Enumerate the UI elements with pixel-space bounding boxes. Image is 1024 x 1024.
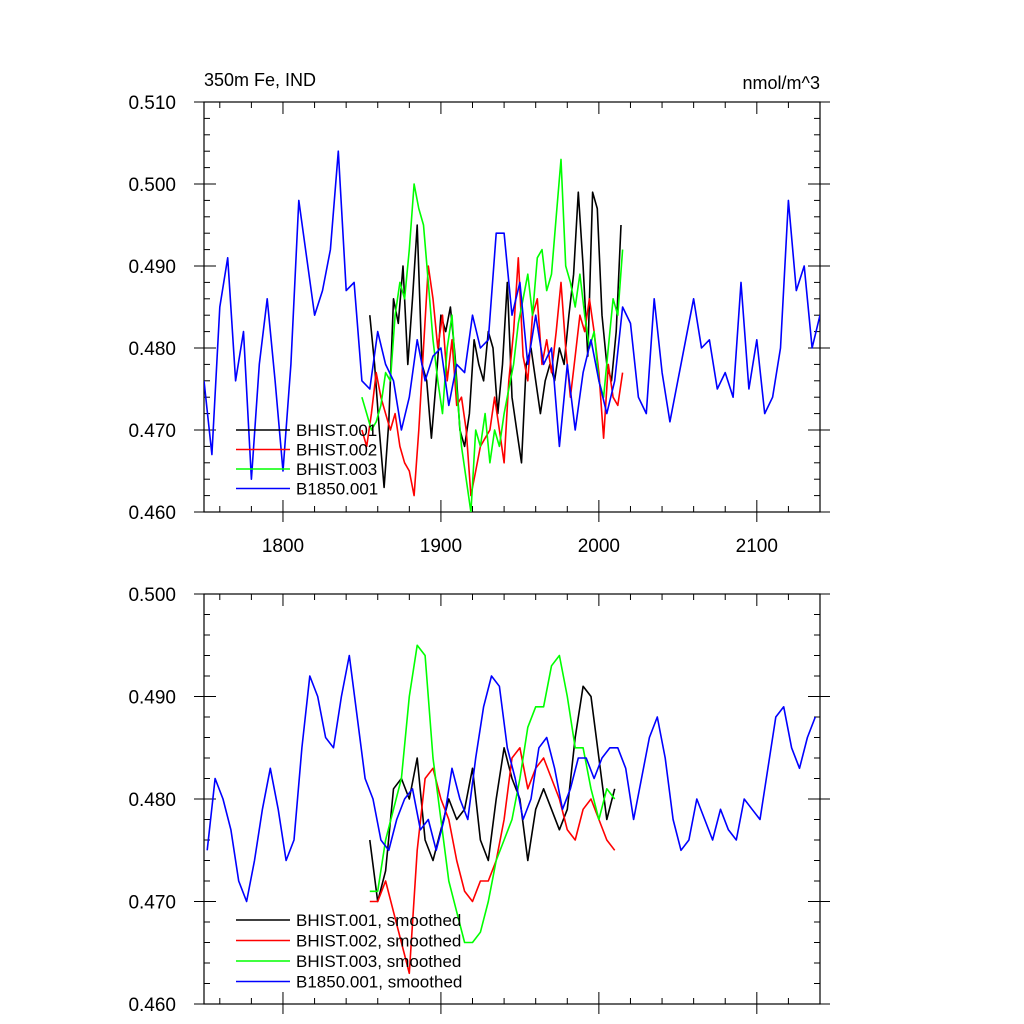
- y-tick-label: 0.490: [128, 257, 176, 278]
- x-tick-label: 2100: [736, 536, 778, 557]
- legend-label: B1850.001: [296, 480, 378, 499]
- y-tick-label: 0.500: [128, 175, 176, 196]
- series-line-bhist-002: [361, 256, 624, 497]
- y-tick-label: 0.470: [128, 421, 176, 442]
- chart-panel-1: 1800 1900 2000 2100 0.460 0.470 0.480 0.490 0.50…: [128, 70, 830, 557]
- legend: BHIST.001, smoothed BHIST.002, smoothedBH…: [236, 911, 462, 992]
- y-tick-label: 0.460: [128, 995, 176, 1016]
- y-tick-label: 0.500: [128, 585, 176, 606]
- x-tick-label: 1800: [262, 536, 304, 557]
- y-tick-label: 0.460: [128, 503, 176, 524]
- plot-frame: [203, 101, 821, 513]
- legend-label: BHIST.003, smoothed: [296, 952, 461, 971]
- y-tick-label: 0.470: [128, 893, 176, 914]
- x-tick-label: 1900: [420, 536, 462, 557]
- legend-label: BHIST.001: [296, 421, 377, 440]
- y-tick-label: 0.480: [128, 790, 176, 811]
- y-tick-label: 0.490: [128, 688, 176, 709]
- chart-panel-2: 0.460 0.470 0.480 0.490 0.500 BHIST.001, smoo…: [128, 585, 830, 1016]
- legend-label: BHIST.003: [296, 460, 377, 479]
- series-line-bhist-002-smoothed: [369, 746, 616, 975]
- y-tick-label: 0.510: [128, 93, 176, 114]
- series-line-b1850-001-smoothed: [206, 654, 817, 903]
- series-line-bhist-001: [369, 191, 622, 489]
- y-tick-label: 0.480: [128, 339, 176, 360]
- series-line-bhist-003-smoothed: [369, 644, 616, 944]
- series-line-bhist-003: [361, 158, 624, 512]
- legend-label: BHIST.001, smoothed: [296, 911, 461, 930]
- x-tick-label: 2000: [578, 536, 620, 557]
- legend-label: B1850.001, smoothed: [296, 973, 462, 992]
- units-label: nmol/m^3: [743, 73, 820, 93]
- chart-title: 350m Fe, IND: [204, 70, 316, 90]
- legend-label: BHIST.002, smoothed: [296, 932, 461, 951]
- legend-label: BHIST.002: [296, 441, 377, 460]
- series-line-b1850-001: [204, 150, 820, 481]
